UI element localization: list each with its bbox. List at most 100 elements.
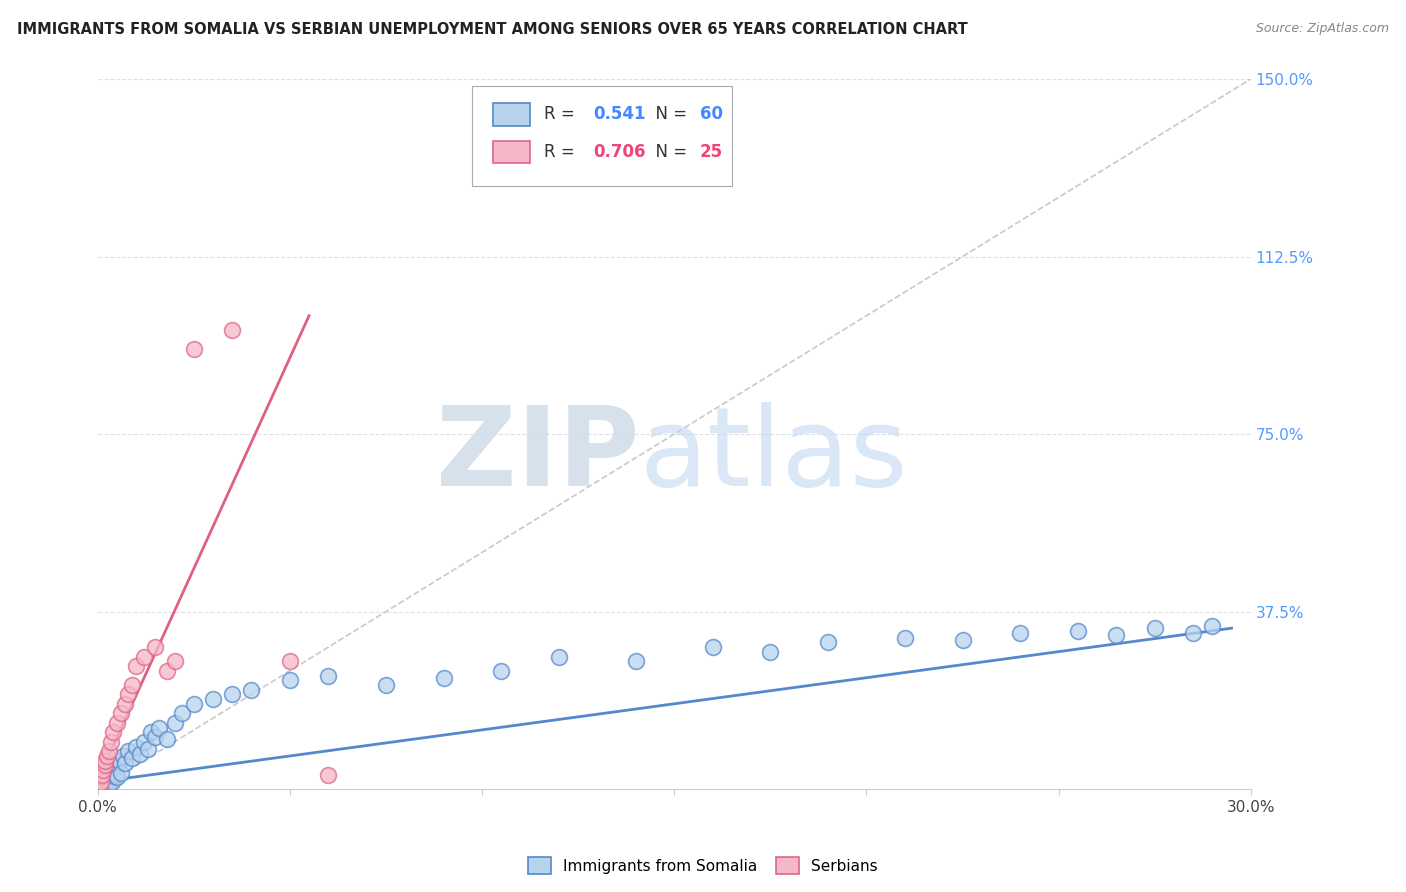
Point [163, 654, 186, 668]
Point [93, 770, 115, 784]
Point [624, 654, 647, 668]
Point [105, 770, 128, 784]
Point [221, 323, 243, 337]
Point [89, 780, 111, 794]
Point [278, 654, 301, 668]
Point [156, 664, 179, 678]
Point [105, 758, 128, 772]
Point [141, 725, 163, 739]
Point [817, 635, 839, 649]
Point [1143, 621, 1166, 635]
Point [121, 751, 143, 765]
Point [103, 769, 125, 783]
Point [94, 777, 117, 791]
Point [111, 749, 134, 764]
Point [90, 778, 112, 792]
Text: 0.706: 0.706 [593, 143, 645, 161]
Point [96, 775, 118, 789]
Text: ZIP: ZIP [436, 402, 640, 508]
Text: R =: R = [544, 143, 579, 161]
FancyBboxPatch shape [472, 87, 733, 186]
Legend: Immigrants from Somalia, Serbians: Immigrants from Somalia, Serbians [522, 851, 884, 880]
Point [121, 678, 143, 692]
Point [89, 777, 111, 791]
Point [93, 780, 115, 794]
Point [132, 735, 155, 749]
Point [143, 730, 166, 744]
Text: R =: R = [544, 105, 579, 123]
Point [94, 768, 117, 782]
Point [125, 659, 148, 673]
Text: N =: N = [645, 143, 693, 161]
Point [96, 749, 118, 764]
Point [104, 767, 127, 781]
Point [94, 754, 117, 768]
Point [101, 775, 124, 789]
Point [1105, 628, 1128, 642]
Text: N =: N = [645, 105, 693, 123]
Point [100, 772, 122, 787]
Point [129, 747, 152, 761]
Point [1201, 619, 1223, 633]
Point [93, 763, 115, 777]
Point [759, 645, 782, 659]
Point [132, 649, 155, 664]
Text: 25: 25 [700, 143, 723, 161]
Point [221, 688, 243, 702]
Point [952, 632, 974, 647]
Point [894, 631, 917, 645]
Point [105, 715, 128, 730]
Point [374, 678, 396, 692]
Point [114, 756, 136, 770]
Point [183, 697, 205, 711]
Point [163, 715, 186, 730]
Point [316, 668, 339, 682]
Point [172, 706, 194, 721]
Point [91, 772, 114, 787]
Text: Source: ZipAtlas.com: Source: ZipAtlas.com [1256, 22, 1389, 36]
Text: atlas: atlas [640, 402, 908, 508]
Point [702, 640, 724, 654]
FancyBboxPatch shape [494, 141, 530, 163]
Point [125, 739, 148, 754]
Point [136, 742, 159, 756]
Point [101, 725, 124, 739]
Point [100, 735, 122, 749]
Point [433, 671, 456, 685]
Point [491, 664, 513, 678]
Point [143, 640, 166, 654]
Text: 60: 60 [700, 105, 723, 123]
Point [110, 765, 132, 780]
Point [98, 765, 121, 780]
Point [93, 758, 115, 772]
Point [240, 682, 263, 697]
Point [93, 773, 115, 788]
Point [183, 342, 205, 356]
Point [98, 778, 121, 792]
Point [107, 754, 129, 768]
Point [110, 706, 132, 721]
Point [101, 763, 124, 777]
Point [117, 688, 139, 702]
Point [278, 673, 301, 688]
Point [117, 744, 139, 758]
Point [148, 721, 170, 735]
Point [89, 777, 111, 791]
Point [98, 744, 121, 758]
Point [1182, 626, 1205, 640]
Point [1010, 626, 1032, 640]
Text: IMMIGRANTS FROM SOMALIA VS SERBIAN UNEMPLOYMENT AMONG SENIORS OVER 65 YEARS CORR: IMMIGRANTS FROM SOMALIA VS SERBIAN UNEMP… [17, 22, 967, 37]
Point [91, 776, 114, 790]
Point [201, 692, 224, 706]
Point [90, 775, 112, 789]
Text: 0.541: 0.541 [593, 105, 645, 123]
Point [1067, 624, 1090, 638]
Point [316, 768, 339, 782]
Point [97, 772, 120, 786]
Point [90, 770, 112, 784]
Point [91, 768, 114, 782]
FancyBboxPatch shape [494, 103, 530, 126]
Point [548, 649, 571, 664]
Point [90, 775, 112, 789]
Point [114, 697, 136, 711]
